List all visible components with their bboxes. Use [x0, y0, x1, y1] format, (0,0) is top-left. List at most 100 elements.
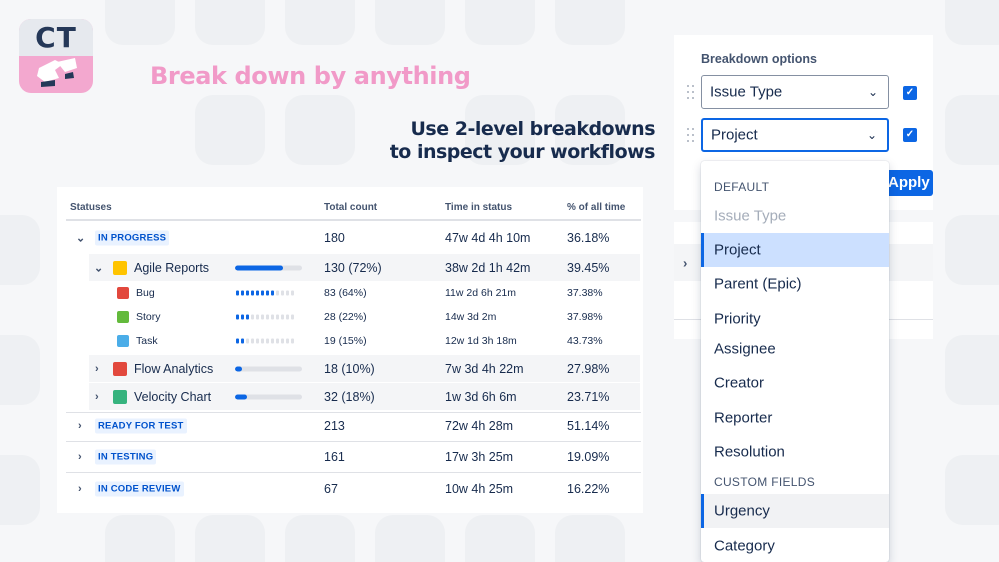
header-statuses[interactable]: Statuses: [70, 202, 112, 213]
share-dot: [246, 314, 249, 320]
chevron-right-icon[interactable]: ›: [78, 420, 82, 432]
chevron-right-icon[interactable]: ›: [683, 255, 688, 270]
share-dot: [266, 338, 269, 344]
drag-handle-icon[interactable]: [687, 85, 695, 101]
chevron-right-icon[interactable]: ›: [78, 482, 82, 495]
header-time-in-status[interactable]: Time in status: [445, 202, 513, 213]
header-divider: [66, 219, 641, 221]
time-in-status: 1w 3d 6h 6m: [445, 389, 517, 404]
option-category[interactable]: Category: [701, 529, 889, 562]
pct-of-time: 23.71%: [567, 389, 610, 404]
header-pct-of-all-time[interactable]: % of all time: [567, 202, 626, 213]
option-priority[interactable]: Priority: [701, 302, 889, 336]
time-in-status: 7w 3d 4h 22m: [445, 361, 524, 376]
pct-of-time: 37.38%: [567, 287, 603, 299]
flow-analytics-icon: [113, 361, 127, 376]
share-dot: [251, 314, 254, 320]
share-dot: [246, 338, 249, 344]
share-bar: [235, 394, 302, 399]
group-heading-custom-fields: CUSTOM FIELDS: [714, 475, 816, 489]
option-parent-epic[interactable]: Parent (Epic): [701, 267, 889, 301]
total-count: 18 (10%): [324, 361, 375, 376]
breakdown-level-2-select[interactable]: Project ⌄: [701, 118, 889, 152]
pct-of-time: 27.98%: [567, 361, 610, 376]
share-dot: [286, 290, 289, 296]
header-total-count[interactable]: Total count: [324, 202, 378, 213]
subheadline-line-2: to inspect your workflows: [389, 141, 656, 163]
table-row: › IN TESTING 161 17w 3h 25m 19.09%: [66, 442, 641, 473]
level-2-checkbox[interactable]: ✓: [903, 128, 917, 142]
share-dot: [281, 338, 284, 344]
chevron-right-icon[interactable]: ›: [95, 362, 99, 375]
share-dot: [286, 314, 289, 320]
option-urgency[interactable]: Urgency: [701, 494, 889, 528]
pct-of-time: 43.73%: [567, 335, 603, 347]
level-1-checkbox[interactable]: ✓: [903, 86, 917, 100]
table-row: ⌄ IN PROGRESS 180 47w 4d 4h 10m 36.18%: [66, 224, 641, 251]
option-label: Issue Type: [714, 207, 787, 225]
option-resolution[interactable]: Resolution: [701, 435, 889, 469]
share-dot: [266, 314, 269, 320]
issue-type-name: Task: [136, 335, 158, 347]
project-name: Velocity Chart: [134, 389, 212, 404]
share-dot: [276, 338, 279, 344]
option-label: Creator: [714, 374, 765, 392]
status-lozenge: IN CODE REVIEW: [95, 481, 184, 496]
share-dot: [276, 290, 279, 296]
agile-reports-icon: [113, 260, 127, 275]
share-dot: [271, 290, 274, 296]
share-dot: [281, 314, 284, 320]
row-divider: [66, 412, 641, 413]
option-label: Assignee: [714, 340, 776, 358]
total-count: 83 (64%): [324, 287, 367, 299]
chevron-right-icon[interactable]: ›: [78, 451, 82, 463]
option-assignee[interactable]: Assignee: [701, 332, 889, 366]
logo-text: CT: [19, 19, 93, 56]
share-dot: [271, 314, 274, 320]
task-icon: [117, 335, 129, 347]
share-dot: [261, 290, 264, 296]
table-row: Story 28 (22%) 14w 3d 2m 37.98%: [112, 305, 640, 329]
share-dots: [236, 290, 294, 296]
pct-of-time: 39.45%: [567, 260, 610, 275]
pct-of-time: 16.22%: [567, 481, 610, 496]
option-label: Project: [714, 241, 761, 259]
breakdown-level-1-select[interactable]: Issue Type ⌄: [701, 75, 889, 109]
share-dot: [251, 338, 254, 344]
option-project[interactable]: Project: [701, 233, 889, 267]
chevron-down-icon: ⌄: [867, 85, 878, 99]
share-dot: [256, 314, 259, 320]
project-name: Flow Analytics: [134, 361, 214, 376]
drag-handle-icon[interactable]: [687, 128, 695, 144]
selected-value: Project: [711, 126, 758, 144]
option-creator[interactable]: Creator: [701, 366, 889, 400]
breakdown-field-dropdown: DEFAULT Issue Type Project Parent (Epic)…: [701, 161, 889, 562]
option-label: Category: [714, 537, 775, 555]
total-count: 180: [324, 230, 345, 245]
option-label: Reporter: [714, 409, 773, 427]
share-dots: [236, 338, 294, 344]
table-row: › Flow Analytics 18 (10%) 7w 3d 4h 22m 2…: [89, 355, 640, 382]
time-in-status: 72w 4h 28m: [445, 419, 514, 433]
share-dot: [261, 338, 264, 344]
total-count: 28 (22%): [324, 311, 367, 323]
group-heading-default: DEFAULT: [714, 180, 770, 194]
share-dot: [246, 290, 249, 296]
time-in-status: 38w 2d 1h 42m: [445, 260, 531, 275]
selected-value: Issue Type: [710, 83, 783, 101]
time-in-status: 17w 3h 25m: [445, 450, 514, 464]
option-label: Parent (Epic): [714, 275, 802, 293]
table-row: › Velocity Chart 32 (18%) 1w 3d 6h 6m 23…: [89, 383, 640, 410]
option-label: Priority: [714, 310, 761, 328]
pct-of-time: 36.18%: [567, 230, 610, 245]
chevron-down-icon[interactable]: ⌄: [94, 262, 104, 274]
app-logo: CT: [19, 19, 93, 93]
pct-of-time: 37.98%: [567, 311, 603, 323]
option-reporter[interactable]: Reporter: [701, 401, 889, 435]
apply-button[interactable]: Apply: [884, 170, 933, 196]
time-in-status-table: Statuses Total count Time in status % of…: [57, 187, 643, 513]
chevron-right-icon[interactable]: ›: [95, 390, 99, 403]
share-dot: [241, 314, 244, 320]
chevron-down-icon[interactable]: ⌄: [76, 232, 86, 244]
